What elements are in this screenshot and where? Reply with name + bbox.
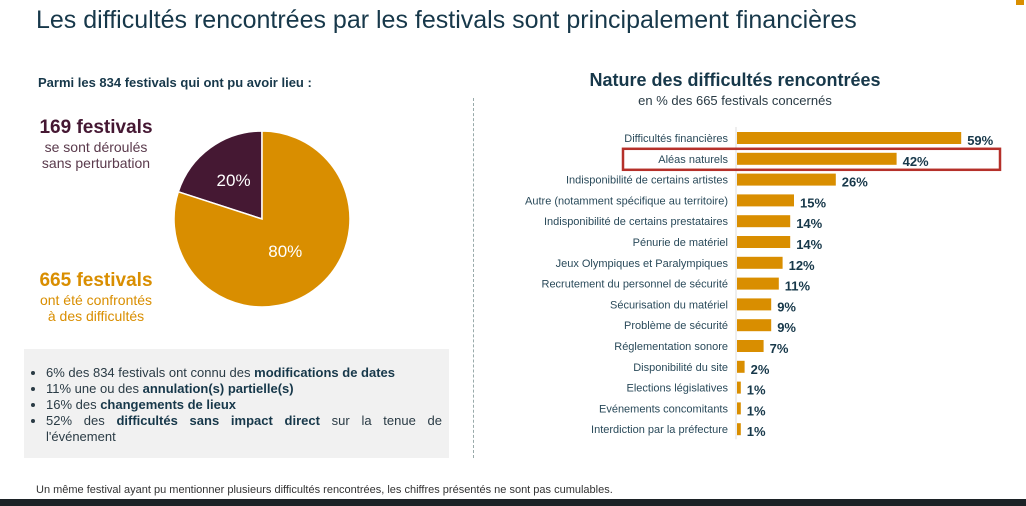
bar-value-label: 42% xyxy=(903,154,929,169)
pie-label: 20% xyxy=(217,171,251,190)
bar-category-label: Problème de sécurité xyxy=(624,320,728,332)
bullet-item: 6% des 834 festivals ont connu des modif… xyxy=(46,365,442,381)
bar-category-label: Elections législatives xyxy=(627,383,729,395)
bar xyxy=(737,423,741,436)
bar xyxy=(737,132,962,144)
bar-category-label: Jeux Olympiques et Paralympiques xyxy=(556,258,729,270)
bar-chart-title: Nature des difficultés rencontrées xyxy=(589,70,881,90)
group1-count: 169 festivals xyxy=(39,117,153,138)
bar xyxy=(737,194,794,207)
bar-category-label: Autre (notamment spécifique au territoir… xyxy=(525,195,728,207)
bar xyxy=(737,256,783,269)
bar-value-label: 2% xyxy=(751,362,770,377)
bottom-bar xyxy=(0,499,1026,506)
group1-line2: sans perturbation xyxy=(41,155,151,171)
footnote: Un même festival ayant pu mentionner plu… xyxy=(36,484,613,496)
bar-value-label: 1% xyxy=(747,403,766,418)
bar-value-label: 9% xyxy=(777,320,796,335)
bar-value-label: 12% xyxy=(789,258,815,273)
bar xyxy=(737,340,764,352)
bar-category-label: Difficultés financières xyxy=(624,133,728,145)
bar xyxy=(737,360,745,373)
bar-value-label: 14% xyxy=(796,216,822,231)
bar-value-label: 11% xyxy=(785,279,811,294)
group2-count: 665 festivals xyxy=(39,270,153,291)
bar-category-label: Indisponibilité de certains artistes xyxy=(566,175,729,187)
bar-chart: Difficultés financières 59% Aléas naturels… xyxy=(525,127,1002,440)
bar-value-label: 59% xyxy=(967,133,993,148)
pie-label: 80% xyxy=(268,242,302,261)
corner-decoration xyxy=(1016,0,1024,5)
bar-value-label: 7% xyxy=(770,341,789,356)
bar xyxy=(737,152,897,165)
divider xyxy=(473,98,474,458)
group2-line1: ont été confrontés xyxy=(39,292,153,308)
bullet-box: 6% des 834 festivals ont connu des modif… xyxy=(24,349,449,458)
bar xyxy=(737,236,791,248)
bar xyxy=(737,402,741,415)
bar-value-label: 9% xyxy=(777,299,796,314)
bar-chart-subtitle: en % des 665 festivals concernés xyxy=(638,93,832,108)
page-title: Les difficultés rencontrées par les fest… xyxy=(36,6,857,34)
bar-category-label: Réglementation sonore xyxy=(614,341,728,353)
bar xyxy=(737,381,741,394)
group1-line1: se sont déroulés xyxy=(44,139,148,155)
pie-chart: 20% 80% xyxy=(173,130,351,308)
bar-value-label: 26% xyxy=(842,175,868,190)
bar-category-label: Evénements concomitants xyxy=(599,403,729,415)
left-subtitle: Parmi les 834 festivals qui ont pu avoir… xyxy=(38,75,312,90)
bar xyxy=(737,319,772,332)
bar xyxy=(737,298,772,311)
bar-category-label: Sécurisation du matériel xyxy=(610,299,728,311)
bar xyxy=(737,277,779,290)
bar-value-label: 1% xyxy=(747,424,766,439)
highlight-box xyxy=(621,147,1002,172)
bar xyxy=(737,215,791,228)
bar-category-label: Indisponibilité de certains prestataires xyxy=(544,216,729,228)
bar-category-label: Recrutement du personnel de sécurité xyxy=(542,279,729,291)
bullet-item: 52% des difficultés sans impact direct s… xyxy=(46,413,442,445)
pie-slice xyxy=(177,130,263,221)
bullet-item: 16% des changements de lieux xyxy=(46,397,442,413)
bar-value-label: 1% xyxy=(747,383,766,398)
bar-category-label: Disponibilité du site xyxy=(633,362,728,374)
bar-category-label: Interdiction par la préfecture xyxy=(591,424,728,436)
pie-slice xyxy=(173,130,351,308)
bar-value-label: 14% xyxy=(796,237,822,252)
bar-category-label: Pénurie de matériel xyxy=(633,237,728,249)
group2-line2: à des difficultés xyxy=(47,308,145,324)
bullet-item: 11% une ou des annulation(s) partielle(s… xyxy=(46,381,442,397)
bar-value-label: 15% xyxy=(800,195,826,210)
bar xyxy=(737,173,836,186)
bar-category-label: Aléas naturels xyxy=(658,154,728,166)
